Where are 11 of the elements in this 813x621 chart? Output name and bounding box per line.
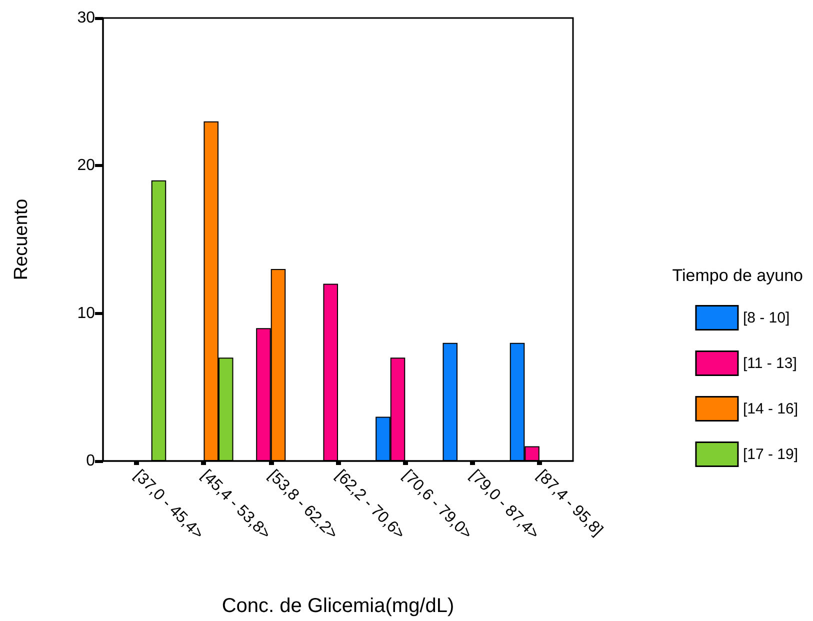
- legend-label: [17 - 19]: [742, 446, 798, 463]
- y-tick-label: 20: [77, 157, 96, 174]
- y-tick-label: 0: [86, 452, 96, 470]
- y-tick-label: 10: [77, 304, 96, 322]
- legend-label: [8 - 10]: [742, 309, 790, 326]
- y-tick-label: 30: [77, 10, 96, 26]
- legend-label: [11 - 13]: [742, 354, 797, 372]
- legend-title: Tiempo de ayuno: [672, 266, 804, 285]
- legend-label: [14 - 16]: [742, 400, 798, 418]
- y-axis-title: Recuento: [11, 198, 32, 280]
- x-axis-title: Conc. de Glicemia(mg/dL): [222, 595, 454, 617]
